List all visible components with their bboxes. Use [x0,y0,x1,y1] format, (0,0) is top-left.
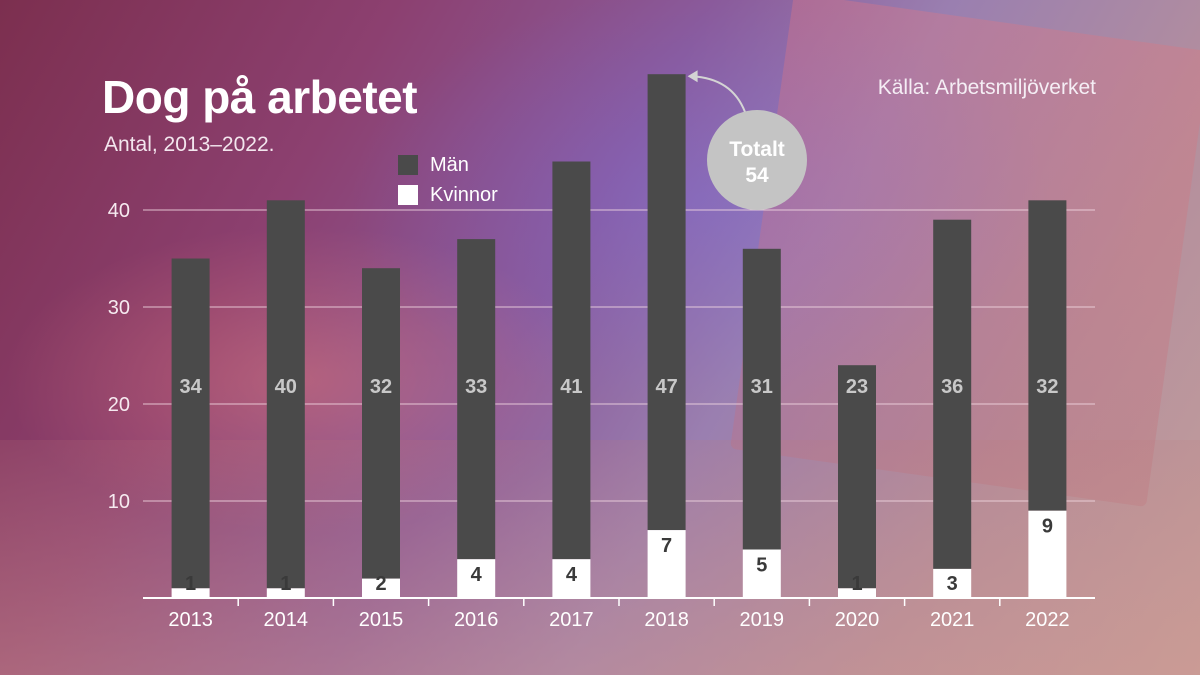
value-label-women-2021: 3 [947,573,958,595]
x-tick-label-2014: 2014 [264,609,309,631]
x-tick-label-2018: 2018 [644,609,689,631]
value-label-women-2022: 9 [1042,516,1053,538]
x-tick-label-2015: 2015 [359,609,404,631]
value-label-men-2021: 36 [941,376,963,398]
x-tick-label-2017: 2017 [549,609,594,631]
bar-women-2018 [647,530,686,598]
y-tick-label-40: 40 [108,200,130,222]
bar-men-2019 [742,248,781,550]
value-label-men-2020: 23 [846,376,868,398]
y-tick-label-10: 10 [108,491,130,513]
value-label-women-2014: 1 [280,573,291,595]
x-tick-label-2020: 2020 [835,609,880,631]
value-label-women-2015: 2 [375,573,386,595]
bar-women-2013 [171,588,210,598]
value-label-women-2017: 4 [566,564,578,586]
bar-men-2014 [266,200,305,589]
callout-arrow-head [687,70,698,83]
bar-women-2020 [838,588,876,598]
bar-men-2022 [1028,200,1067,511]
x-tick-label-2022: 2022 [1025,609,1070,631]
legend-swatch-women [398,185,418,205]
value-label-women-2020: 1 [851,573,862,595]
bar-women-2021 [933,568,972,598]
bar-men-2020 [838,365,876,589]
bar-women-2019 [742,549,781,598]
bar-women-2022 [1028,510,1067,598]
bar-men-2016 [457,239,496,560]
value-label-men-2017: 41 [560,376,582,398]
value-label-men-2016: 33 [465,376,487,398]
chart-title: Dog på arbetet [102,71,418,123]
value-label-men-2022: 32 [1036,376,1058,398]
legend-label-women: Kvinnor [430,183,498,206]
y-tick-label-30: 30 [108,297,130,319]
x-tick-label-2019: 2019 [740,609,785,631]
legend-item-men: Män [398,150,498,180]
legend-swatch-men [398,155,418,175]
x-tick-label-2021: 2021 [930,609,975,631]
callout-arrow-line [691,75,746,113]
bar-women-2014 [266,588,305,598]
bar-women-2017 [552,559,591,598]
value-label-women-2018: 7 [661,535,672,557]
value-label-men-2015: 32 [370,376,392,398]
source-label: Källa: Arbetsmiljöverket [877,76,1096,99]
value-label-women-2019: 5 [756,555,767,577]
bar-men-2015 [362,268,400,579]
value-label-men-2014: 40 [275,376,297,398]
value-label-men-2013: 34 [179,376,202,398]
x-tick-label-2013: 2013 [168,609,213,631]
bar-men-2013 [171,258,210,589]
legend: Män Kvinnor [398,150,498,210]
chart-subtitle: Antal, 2013–2022. [104,133,275,156]
legend-item-women: Kvinnor [398,180,498,210]
bar-men-2021 [933,219,972,569]
value-label-men-2019: 31 [751,376,773,398]
callout-text-line2: 54 [745,164,769,187]
callout-text-line1: Totalt [729,138,785,161]
value-label-women-2013: 1 [185,573,196,595]
bar-men-2018 [647,74,686,531]
x-tick-label-2016: 2016 [454,609,499,631]
legend-label-men: Män [430,153,469,176]
value-label-men-2018: 47 [655,376,677,398]
bar-women-2015 [362,578,400,598]
bar-women-2016 [457,559,496,598]
value-label-women-2016: 4 [471,564,483,586]
y-tick-label-20: 20 [108,394,130,416]
bar-men-2017 [552,161,591,560]
callout-circle [707,110,807,210]
